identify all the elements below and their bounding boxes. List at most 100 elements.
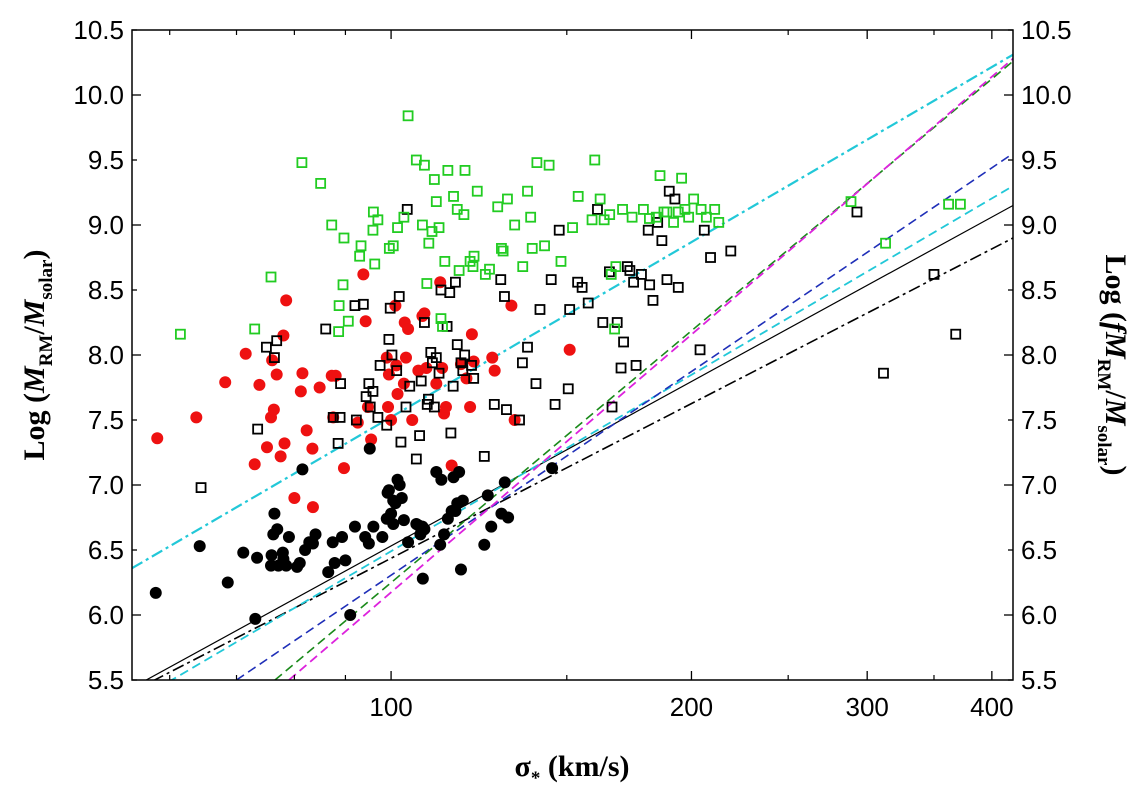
series-1-point-28 xyxy=(357,268,370,281)
series-3-point-88 xyxy=(661,274,673,286)
series-2-point-45 xyxy=(395,492,408,504)
series-1-point-42 xyxy=(402,323,415,335)
series-2-point-72 xyxy=(546,462,559,475)
series-1-point-48 xyxy=(430,377,443,390)
series-4-point-60 xyxy=(567,222,578,234)
y-right-prefix: Log ( xyxy=(1099,255,1132,323)
series-2-point-4 xyxy=(237,546,250,559)
series-3-point-31 xyxy=(414,430,425,442)
series-4-point-29 xyxy=(428,174,440,185)
series-1-point-19 xyxy=(300,424,313,437)
series-2-point-16 xyxy=(282,531,295,543)
series-1-point-11 xyxy=(270,368,283,381)
x-tick-label-0: 100 xyxy=(369,692,412,722)
series-2-point-34 xyxy=(367,520,380,533)
y-left-m1: M xyxy=(18,365,51,394)
series-4-point-55 xyxy=(526,242,538,254)
series-4-point-46 xyxy=(484,263,495,275)
series-3-point-67 xyxy=(564,304,576,315)
series-4-point-83 xyxy=(688,193,700,205)
series-2-point-68 xyxy=(485,520,498,533)
x-axis-title-rest: (km/s) xyxy=(540,750,629,783)
series-4-point-38 xyxy=(453,265,465,276)
series-1-point-7 xyxy=(260,441,273,454)
series-4-point-27 xyxy=(423,237,435,249)
series-3-point-72 xyxy=(597,317,609,328)
series-2-point-56 xyxy=(435,473,448,486)
series-4-point-31 xyxy=(433,222,445,234)
y-right-sub2: solar xyxy=(1093,425,1114,466)
y-left-slash: / xyxy=(18,326,51,336)
series-3-point-58 xyxy=(514,414,525,426)
series-3-point-27 xyxy=(400,401,412,413)
series-3-point-69 xyxy=(576,281,588,293)
series-2-point-1 xyxy=(149,586,162,599)
series-3-point-98 xyxy=(928,268,940,280)
series-4-point-85 xyxy=(700,211,712,223)
series-4-point-47 xyxy=(492,201,504,213)
series-4-point-50 xyxy=(502,193,513,205)
series-3-point-52 xyxy=(468,372,480,384)
series-2-point-24 xyxy=(322,566,335,579)
series-4-point-40 xyxy=(459,164,471,176)
series-1-point-52 xyxy=(439,401,452,413)
series-3-point-80 xyxy=(628,276,640,288)
series-3-point-97 xyxy=(878,367,889,379)
series-2-point-8 xyxy=(265,549,278,562)
series-4-point-87 xyxy=(713,216,725,228)
series-2-point-5 xyxy=(249,612,262,625)
series-1-point-2 xyxy=(190,411,203,424)
y-tick-label-right-1: 6.0 xyxy=(1021,600,1057,630)
y-tick-label-right-2: 6.5 xyxy=(1021,535,1057,565)
y-tick-label-left-8: 9.5 xyxy=(88,145,124,175)
series-2-point-63 xyxy=(453,466,466,478)
series-3-point-74 xyxy=(606,401,618,413)
series-3-point-75 xyxy=(611,317,623,328)
series-1-point-46 xyxy=(418,307,431,320)
series-4-point-14 xyxy=(367,224,379,236)
series-3-point-93 xyxy=(698,224,710,236)
x-axis-title-symbol: σ xyxy=(515,750,532,783)
series-2-point-11 xyxy=(271,523,284,536)
series-3-point-5 xyxy=(271,335,283,347)
series-1-point-15 xyxy=(280,294,293,307)
y-tick-label-left-2: 6.5 xyxy=(88,535,124,565)
series-3-point-43 xyxy=(444,287,456,299)
series-1-point-39 xyxy=(397,377,410,390)
x-tick-label-2: 300 xyxy=(845,692,888,722)
y-right-m1: M xyxy=(1099,331,1132,360)
y-tick-label-right-3: 7.0 xyxy=(1021,470,1057,500)
series-4-point-64 xyxy=(594,193,606,205)
x-tick-label-1: 200 xyxy=(670,692,713,722)
series-3-point-89 xyxy=(663,185,675,197)
series-4-point-52 xyxy=(517,261,529,273)
series-4-point-6 xyxy=(326,219,338,231)
series-1-point-21 xyxy=(306,501,319,514)
series-3-point-30 xyxy=(410,453,422,465)
series-3-point-39 xyxy=(430,352,442,364)
series-4-point-48 xyxy=(496,242,507,254)
series-3-point-46 xyxy=(450,276,461,288)
series-1-point-41 xyxy=(399,351,412,364)
series-4-point-75 xyxy=(654,170,666,182)
series-4-point-11 xyxy=(342,315,354,327)
series-3-point-33 xyxy=(419,317,430,328)
series-3-point-20 xyxy=(381,419,393,431)
y-tick-label-left-4: 7.5 xyxy=(88,405,124,435)
series-1-point-1 xyxy=(151,432,164,445)
x-axis-title-sub: * xyxy=(531,768,541,789)
y-tick-label-right-9: 10.0 xyxy=(1021,80,1072,110)
series-4-point-49 xyxy=(497,245,509,257)
series-4-point-86 xyxy=(709,203,721,215)
y-tick-label-right-8: 9.5 xyxy=(1021,145,1057,175)
series-4-point-13 xyxy=(355,240,367,252)
y-tick-label-left-6: 8.5 xyxy=(88,275,124,305)
series-3-point-65 xyxy=(553,224,565,236)
series-2-point-6 xyxy=(251,551,264,564)
series-3-point-44 xyxy=(445,427,457,439)
series-3-point-13 xyxy=(357,298,369,310)
y-left-prefix: Log ( xyxy=(18,393,51,461)
series-4-point-90 xyxy=(943,198,954,210)
series-1-point-60 xyxy=(488,364,501,377)
